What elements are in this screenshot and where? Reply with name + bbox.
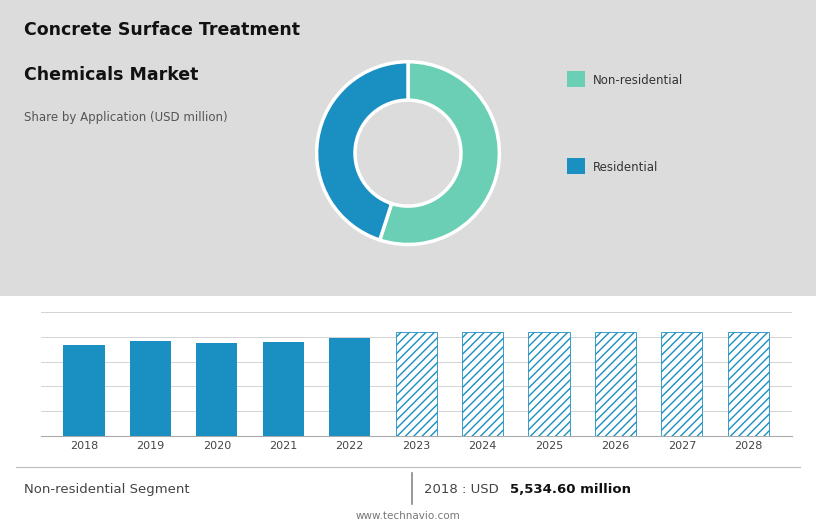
Wedge shape xyxy=(379,62,499,244)
Text: www.technavio.com: www.technavio.com xyxy=(356,512,460,521)
Text: Non-residential: Non-residential xyxy=(593,74,684,87)
Bar xyxy=(529,332,570,436)
Bar xyxy=(197,343,237,436)
Bar xyxy=(396,332,437,436)
Wedge shape xyxy=(317,62,408,240)
Text: Non-residential Segment: Non-residential Segment xyxy=(24,483,190,496)
Text: 2018 : USD: 2018 : USD xyxy=(424,483,503,496)
Bar xyxy=(728,332,769,436)
Text: Share by Application (USD million): Share by Application (USD million) xyxy=(24,111,228,124)
Bar xyxy=(263,342,304,436)
Bar xyxy=(595,332,636,436)
Bar xyxy=(329,338,370,436)
Bar xyxy=(462,332,503,436)
Text: Residential: Residential xyxy=(593,161,659,174)
Bar xyxy=(130,342,171,436)
Text: Chemicals Market: Chemicals Market xyxy=(24,66,199,84)
Text: Concrete Surface Treatment: Concrete Surface Treatment xyxy=(24,21,300,39)
Bar xyxy=(64,344,104,436)
Text: 5,534.60 million: 5,534.60 million xyxy=(510,483,631,496)
Bar xyxy=(661,332,703,436)
